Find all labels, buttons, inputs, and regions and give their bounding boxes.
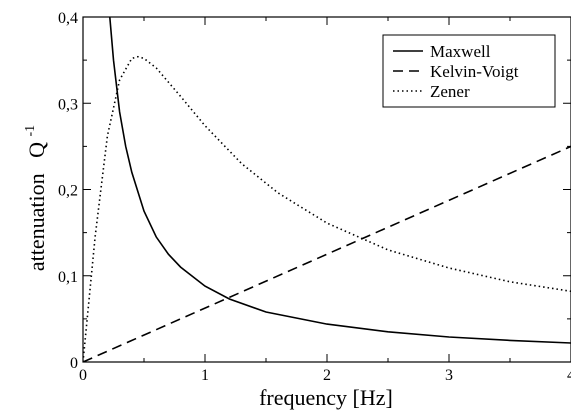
y-tick-label: 0,3 <box>58 96 78 113</box>
x-tick-label: 1 <box>201 367 209 384</box>
y-tick-label: 0 <box>70 355 78 372</box>
y-tick-label: 0,4 <box>58 10 78 27</box>
x-tick-label: 3 <box>445 367 453 384</box>
series-line-kelvin-voigt <box>83 145 571 362</box>
x-axis-label: frequency [Hz] <box>259 385 393 410</box>
legend-label-zener: Zener <box>430 82 470 101</box>
x-tick-label: 4 <box>567 367 571 384</box>
svg-text:attenuation Q -1: attenuation Q -1 <box>23 125 49 271</box>
y-axis-label-exponent: -1 <box>23 125 38 137</box>
y-tick-label: 0,2 <box>58 183 78 200</box>
plot-area: 0 1 2 3 4 0 0,1 0,2 0,3 0,4 <box>58 10 571 384</box>
legend-label-maxwell: Maxwell <box>430 42 491 61</box>
y-axis-label: attenuation Q -1 <box>23 125 49 271</box>
legend-label-kelvin-voigt: Kelvin-Voigt <box>430 62 519 81</box>
series-line-zener <box>83 55 571 362</box>
x-tick-label: 2 <box>323 367 331 384</box>
y-tick-label: 0,1 <box>58 269 78 286</box>
y-axis-label-symbol: Q <box>24 142 49 158</box>
x-tick-label: 0 <box>79 367 87 384</box>
y-axis-label-text: attenuation <box>24 173 49 271</box>
series-line-maxwell <box>109 17 571 344</box>
